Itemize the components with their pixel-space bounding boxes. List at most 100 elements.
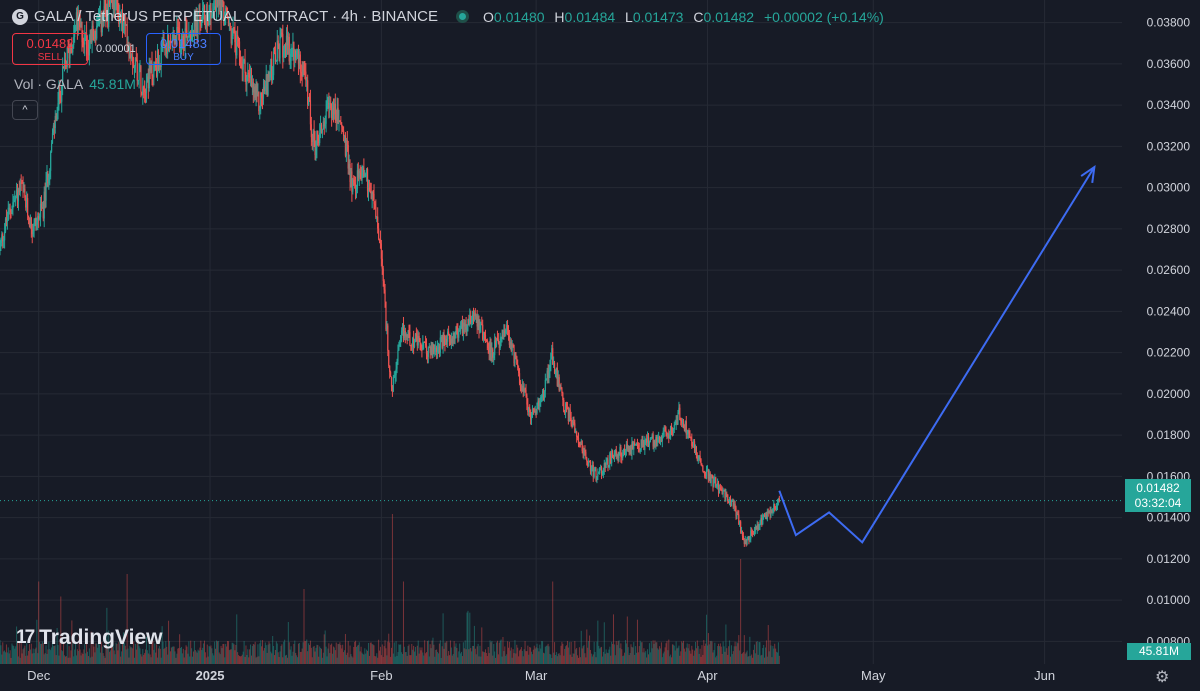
candle-body: [37, 216, 39, 222]
volume-bar: [339, 642, 341, 664]
volume-bar: [556, 656, 558, 664]
candle-body: [651, 434, 653, 438]
volume-bar: [37, 653, 39, 664]
volume-bar: [32, 648, 34, 664]
volume-bar: [423, 655, 425, 664]
volume-legend[interactable]: Vol · GALA 45.81M: [14, 76, 136, 92]
candle-body: [354, 182, 356, 185]
candle-body: [119, 14, 121, 25]
candle-body: [372, 191, 374, 194]
volume-bar: [420, 650, 422, 664]
volume-bar: [74, 649, 76, 664]
volume-bar: [563, 655, 565, 664]
volume-bar: [448, 651, 450, 664]
volume-bar: [324, 630, 326, 664]
volume-bar: [554, 654, 556, 664]
settings-gear-icon[interactable]: ⚙: [1155, 669, 1170, 686]
volume-bar: [189, 656, 191, 664]
volume-bar: [735, 646, 737, 664]
candle-body: [244, 59, 246, 74]
candle-body: [740, 530, 743, 533]
candle-body: [276, 40, 278, 61]
candle-body: [722, 491, 724, 495]
volume-bar: [71, 620, 73, 664]
collapse-legend-button[interactable]: ^: [12, 100, 38, 120]
candle-body: [143, 86, 145, 90]
volume-bar: [514, 640, 516, 664]
volume-bar: [149, 654, 151, 664]
candle-body: [320, 124, 323, 133]
candle-body: [145, 81, 148, 93]
volume-bar: [122, 632, 124, 664]
volume-bar: [597, 620, 599, 664]
volume-bar: [31, 653, 33, 664]
volume-bar: [558, 653, 560, 664]
sell-button[interactable]: 0.01482 SELL: [12, 33, 88, 65]
volume-bar: [577, 655, 579, 664]
volume-bar: [513, 653, 515, 664]
candle-body: [2, 234, 4, 242]
volume-bar: [396, 655, 398, 664]
candle-body: [322, 121, 324, 130]
candle-body: [337, 107, 339, 124]
candle-body: [710, 474, 712, 483]
candle-body: [776, 502, 779, 506]
candle-body: [410, 345, 412, 347]
candle-body: [149, 62, 151, 72]
candle-body: [313, 130, 315, 142]
volume-bar: [193, 641, 195, 664]
candle-body: [544, 379, 546, 392]
volume-bar: [528, 654, 530, 664]
candle-body: [658, 437, 661, 443]
candle-body: [49, 170, 51, 178]
volume-bar: [328, 643, 330, 664]
volume-bar: [140, 654, 142, 664]
price-tick-label: 0.02600: [1147, 263, 1191, 277]
candle-body: [757, 524, 759, 530]
tradingview-logo[interactable]: 17 TradingView: [16, 626, 162, 650]
volume-bar: [373, 645, 375, 664]
candle-body: [672, 429, 674, 431]
volume-bar: [146, 650, 148, 664]
volume-bar: [739, 650, 741, 664]
volume-bar: [246, 654, 248, 664]
candle-body: [421, 345, 423, 351]
candle-body: [506, 325, 509, 330]
volume-bar: [291, 655, 293, 664]
volume-bar: [403, 646, 405, 664]
volume-bar: [704, 645, 706, 664]
volume-bar: [671, 657, 673, 664]
volume-bar: [409, 655, 411, 664]
volume-bar: [500, 639, 502, 664]
volume-bar: [422, 652, 424, 664]
candle-body: [510, 341, 512, 351]
candle-body: [515, 352, 517, 357]
candle-body: [554, 372, 557, 374]
volume-bar: [742, 652, 744, 664]
volume-bar: [321, 657, 323, 664]
volume-bar: [648, 643, 650, 664]
candle-body: [327, 103, 329, 105]
candle-body: [521, 385, 523, 391]
volume-bar: [235, 644, 237, 664]
buy-button[interactable]: 0.01483 BUY: [146, 33, 221, 65]
candle-body: [636, 444, 639, 446]
candle-body: [704, 471, 706, 477]
volume-bar: [48, 641, 50, 664]
candle-body: [370, 192, 372, 199]
market-status-icon[interactable]: [456, 10, 470, 23]
candle-body: [594, 469, 596, 471]
candle-body: [555, 367, 557, 373]
candle-body: [16, 189, 19, 202]
candle-body: [298, 54, 300, 64]
volume-bar: [433, 644, 435, 664]
volume-bar: [456, 647, 458, 664]
volume-bar: [624, 640, 626, 664]
volume-bar: [609, 646, 611, 664]
candle-body: [560, 386, 562, 389]
symbol-title[interactable]: GALA / TetherUS PERPETUAL CONTRACT · 4h …: [34, 8, 439, 25]
volume-bar: [152, 640, 154, 664]
volume-bar: [571, 656, 573, 664]
candle-body: [33, 224, 35, 232]
